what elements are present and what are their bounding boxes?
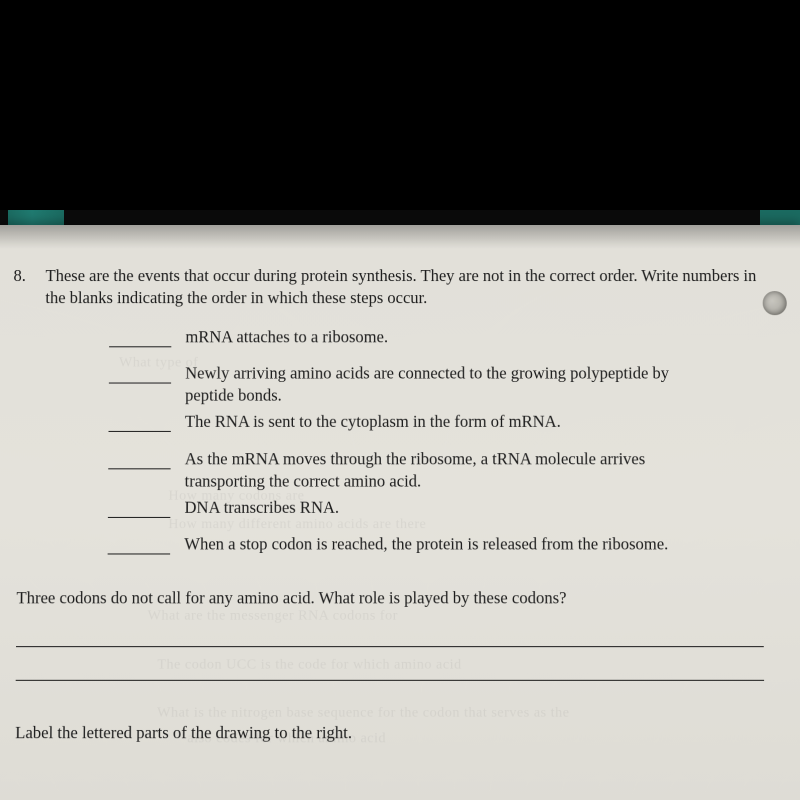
item-text: As the mRNA moves through the ribosome, … (185, 448, 719, 493)
ordering-item: mRNA attaches to a ribosome. (109, 326, 717, 348)
worksheet-paper: What type of How many codons are How man… (0, 225, 800, 800)
question-label-parts: Label the lettered parts of the drawing … (9, 722, 771, 745)
item-text: DNA transcribes RNA. (184, 497, 718, 520)
answer-line[interactable] (16, 680, 764, 681)
ordering-item: As the mRNA moves through the ribosome, … (108, 448, 718, 493)
ordering-item: Newly arriving amino acids are connected… (109, 362, 718, 407)
answer-blank[interactable] (108, 452, 170, 469)
item-text: mRNA attaches to a ribosome. (185, 326, 717, 348)
question-prompt: Three codons do not call for any amino a… (16, 588, 566, 607)
hole-punch (763, 291, 787, 315)
question-number: 8. (13, 265, 31, 310)
worksheet-content: 8. These are the events that occur durin… (0, 225, 800, 745)
question-prompt: Label the lettered parts of the drawing … (15, 723, 352, 742)
answer-blank[interactable] (109, 330, 171, 347)
answer-blank[interactable] (108, 538, 171, 555)
ordering-item: DNA transcribes RNA. (108, 497, 718, 520)
answer-blank[interactable] (108, 501, 171, 518)
ordering-items: mRNA attaches to a ribosome. Newly arriv… (11, 326, 769, 556)
item-text: Newly arriving amino acids are connected… (185, 362, 717, 407)
item-text: When a stop codon is reached, the protei… (184, 534, 718, 557)
answer-line[interactable] (16, 646, 764, 647)
answer-blank[interactable] (109, 366, 171, 383)
ordering-item: When a stop codon is reached, the protei… (108, 534, 719, 557)
photo-scene: What type of How many codons are How man… (0, 0, 800, 800)
question-8-header: 8. These are the events that occur durin… (13, 265, 767, 310)
ordering-item: The RNA is sent to the cytoplasm in the … (108, 411, 717, 433)
item-text: The RNA is sent to the cytoplasm in the … (185, 411, 718, 433)
question-codons: Three codons do not call for any amino a… (10, 587, 769, 610)
question-prompt: These are the events that occur during p… (45, 265, 767, 310)
answer-blank[interactable] (109, 415, 171, 432)
